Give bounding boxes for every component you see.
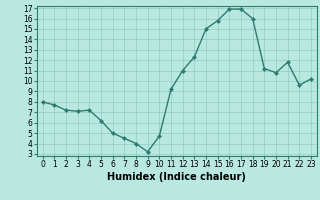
- X-axis label: Humidex (Indice chaleur): Humidex (Indice chaleur): [108, 172, 246, 182]
